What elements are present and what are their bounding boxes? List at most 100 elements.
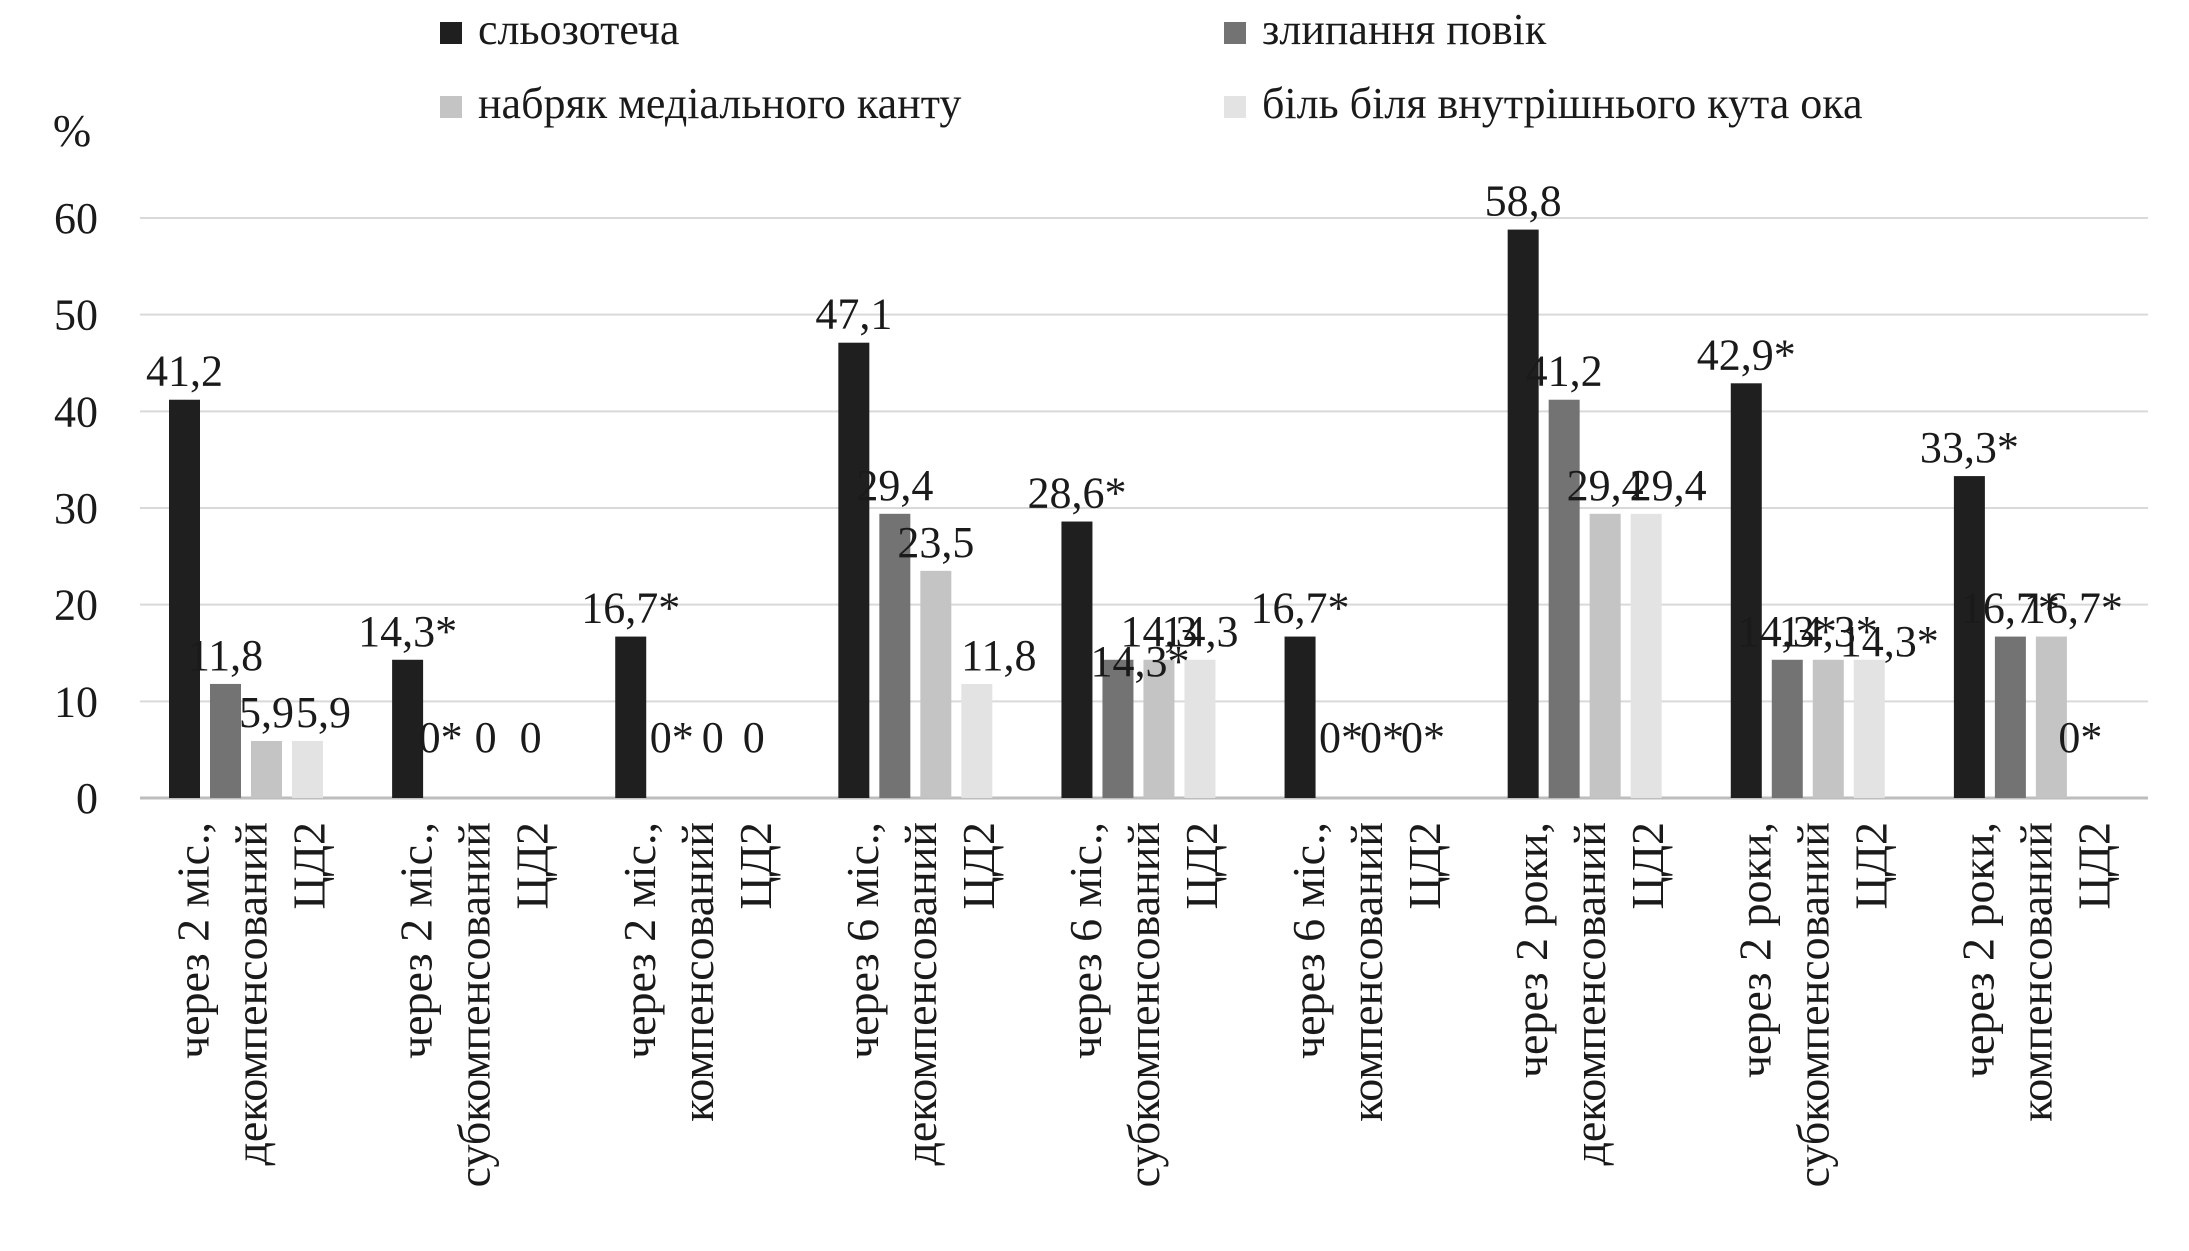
x-category-line: ЦД2 bbox=[1176, 822, 1227, 910]
x-category-line: ЦД2 bbox=[1399, 822, 1450, 910]
data-label: 0 bbox=[743, 713, 765, 762]
x-category-line: через 2 міс., bbox=[614, 822, 665, 1059]
x-category-line: декомпенсований bbox=[226, 822, 277, 1166]
legend-label: сльозотеча bbox=[478, 5, 679, 54]
x-axis-category-labels: через 2 міс., декомпенсований ЦД2 через 2 м… bbox=[168, 822, 2120, 1187]
data-label: 14,3* bbox=[358, 607, 457, 656]
legend-label: набряк медіального канту bbox=[478, 79, 961, 128]
legend-swatch bbox=[440, 96, 462, 118]
x-category-line: ЦД2 bbox=[730, 822, 781, 910]
data-label: 5,9 bbox=[296, 688, 351, 737]
legend-item: біль біля внутрішнього кута ока bbox=[1224, 79, 1863, 128]
data-label: 0* bbox=[1401, 713, 1445, 762]
bars bbox=[169, 229, 2067, 799]
bar-2-1 bbox=[210, 683, 241, 798]
x-category-line: через 6 міс., bbox=[1060, 822, 1111, 1059]
bar-1-3 bbox=[615, 636, 647, 798]
x-category-line: декомпенсований bbox=[895, 822, 946, 1166]
bar-3-5 bbox=[1143, 659, 1175, 798]
data-label: 0* bbox=[1319, 713, 1363, 762]
x-category-label: через 2 роки, субкомпенсований ЦД2 bbox=[1729, 822, 1896, 1187]
x-category-line: субкомпенсований bbox=[1118, 822, 1169, 1187]
data-label: 0 bbox=[702, 713, 724, 762]
data-label: 11,8 bbox=[188, 631, 263, 680]
bar-4-7 bbox=[1630, 513, 1662, 798]
x-category-line: субкомпенсований bbox=[1787, 822, 1838, 1187]
x-category-label: через 2 роки, компенсований ЦД2 bbox=[1952, 822, 2119, 1122]
data-label: 0* bbox=[419, 713, 463, 762]
legend-swatch bbox=[1224, 96, 1246, 118]
bar-1-1 bbox=[169, 399, 200, 798]
legend-swatch bbox=[440, 22, 462, 44]
y-tick-label: 20 bbox=[54, 581, 98, 630]
y-axis-ticks: 0 10 20 30 40 50 60 bbox=[54, 194, 98, 823]
data-label: 28,6* bbox=[1027, 469, 1126, 518]
bar-2-8 bbox=[1771, 659, 1803, 798]
data-label: 14,3* bbox=[1779, 607, 1878, 656]
x-category-line: ЦД2 bbox=[1845, 822, 1896, 910]
y-tick-label: 40 bbox=[54, 387, 98, 436]
data-label: 0 bbox=[520, 713, 542, 762]
x-category-label: через 2 міс., субкомпенсований ЦД2 bbox=[391, 822, 558, 1187]
data-label: 29,4 bbox=[1567, 461, 1644, 510]
x-category-label: через 2 роки, декомпенсований ЦД2 bbox=[1506, 822, 1673, 1166]
legend-item: сльозотеча bbox=[440, 5, 679, 54]
y-axis-label: % bbox=[53, 105, 91, 156]
x-category-line: через 6 міс., bbox=[1283, 822, 1334, 1059]
y-tick-label: 50 bbox=[54, 291, 98, 340]
data-label: 41,2 bbox=[146, 347, 223, 396]
bar-2-4 bbox=[879, 513, 911, 798]
data-label: 33,3* bbox=[1920, 423, 2019, 472]
bar-2-5 bbox=[1102, 659, 1134, 798]
bar-4-4 bbox=[961, 683, 993, 798]
x-category-line: через 6 міс., bbox=[837, 822, 888, 1059]
data-label: 42,9* bbox=[1697, 330, 1796, 379]
bar-1-4 bbox=[838, 342, 870, 798]
bar-4-8 bbox=[1853, 659, 1885, 798]
legend-item: злипання повік bbox=[1224, 5, 1547, 54]
bar-3-9 bbox=[2035, 636, 2067, 798]
legend: сльозотеча злипання повік набряк медіально… bbox=[440, 5, 1863, 128]
data-label: 16,7* bbox=[1251, 584, 1350, 633]
data-label: 29,4 bbox=[856, 461, 933, 510]
data-label: 14,3 bbox=[1120, 607, 1197, 656]
y-tick-label: 60 bbox=[54, 194, 98, 243]
data-label: 14,3* bbox=[1840, 617, 1939, 666]
data-label: 16,7* bbox=[2024, 584, 2123, 633]
data-label: 14,3* bbox=[1738, 607, 1837, 656]
data-label: 14,3* bbox=[1090, 637, 1189, 686]
x-category-label: через 6 міс., субкомпенсований ЦД2 bbox=[1060, 822, 1227, 1187]
x-category-label: через 2 міс., компенсований ЦД2 bbox=[614, 822, 781, 1122]
data-label: 16,7* bbox=[1961, 584, 2060, 633]
data-labels: 41,2 14,3* 16,7* 47,1 28,6* 16,7* 58,8 42,9* 33,… bbox=[146, 177, 2123, 762]
data-label: 0 bbox=[475, 713, 497, 762]
x-category-line: ЦД2 bbox=[953, 822, 1004, 910]
x-category-label: через 6 міс., декомпенсований ЦД2 bbox=[837, 822, 1004, 1166]
x-category-line: компенсований bbox=[2010, 822, 2061, 1122]
bar-3-1 bbox=[251, 740, 282, 798]
x-category-line: декомпенсований bbox=[1564, 822, 1615, 1166]
x-category-line: через 2 роки, bbox=[1729, 822, 1780, 1078]
legend-item: набряк медіального канту bbox=[440, 79, 961, 128]
data-label: 16,7* bbox=[581, 584, 680, 633]
x-category-line: компенсований bbox=[1341, 822, 1392, 1122]
bar-1-8 bbox=[1730, 383, 1762, 798]
data-label: 58,8 bbox=[1485, 177, 1562, 226]
bar-2-9 bbox=[1994, 636, 2026, 798]
x-category-line: ЦД2 bbox=[507, 822, 558, 910]
bar-3-8 bbox=[1812, 659, 1844, 798]
bar-4-1 bbox=[292, 740, 323, 798]
data-label: 47,1 bbox=[815, 290, 892, 339]
data-label: 29,4 bbox=[1630, 461, 1707, 510]
bar-3-4 bbox=[920, 570, 952, 798]
data-label: 41,2 bbox=[1526, 347, 1603, 396]
data-label: 0* bbox=[2058, 713, 2102, 762]
data-label: 0* bbox=[650, 713, 694, 762]
data-label: 0* bbox=[1360, 713, 1404, 762]
data-label: 5,9 bbox=[239, 688, 294, 737]
y-tick-label: 0 bbox=[76, 774, 98, 823]
x-category-line: через 2 міс., bbox=[391, 822, 442, 1059]
x-category-line: через 2 міс., bbox=[168, 822, 219, 1059]
